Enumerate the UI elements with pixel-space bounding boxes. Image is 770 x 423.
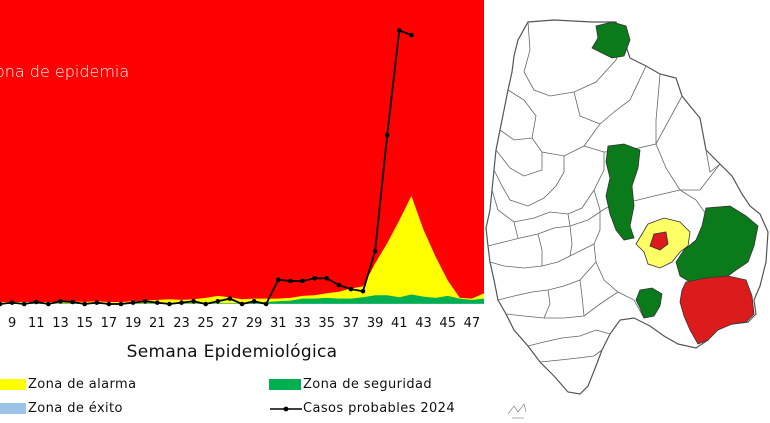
state-map-svg: [485, 19, 769, 419]
cases-point: [324, 276, 330, 281]
cases-point: [384, 132, 390, 138]
x-tick-label: 21: [149, 316, 166, 331]
cases-point: [336, 282, 342, 288]
legend-safety-swatch: [269, 379, 301, 390]
plot-layer: [0, 0, 484, 308]
cases-point: [58, 299, 63, 304]
x-tick-label: 19: [125, 316, 142, 331]
cases-point: [251, 299, 257, 304]
x-tick-label: 29: [246, 316, 263, 331]
cases-point: [106, 301, 112, 307]
cases-point: [118, 301, 124, 307]
x-tick-labels: 9 11 13 15 17 19 21 23 25 27 29 31 33 35 37 39 41 43 45 47: [8, 316, 480, 331]
cases-point: [397, 28, 402, 33]
cases-point: [0, 301, 3, 307]
x-tick-label: 15: [76, 316, 93, 331]
x-tick-label: 9: [8, 316, 16, 331]
cases-point: [360, 288, 366, 294]
legend-cases-label: Casos probables 2024: [303, 401, 456, 416]
legend-alarm-swatch: [0, 379, 26, 390]
municipality-green-north: [591, 21, 631, 59]
cases-point: [312, 276, 317, 281]
chart-svg: Zona de epidemia 9 11 13 15 17 19 21 23 25 27 29 31…: [0, 0, 484, 362]
cases-point: [9, 300, 15, 305]
cases-point: [82, 301, 87, 307]
x-tick-label: 47: [464, 316, 481, 331]
x-tick-label: 17: [101, 316, 118, 331]
municipal-borders: [487, 21, 721, 363]
municipality-red-center: [649, 231, 669, 251]
x-tick-label: 33: [294, 316, 311, 331]
legend-cases-line-icon: [270, 406, 302, 411]
endemic-channel-chart: Zona de epidemia 9 11 13 15 17 19 21 23 25 27 29 31…: [0, 0, 484, 416]
x-tick-label: 25: [197, 316, 214, 331]
cases-point: [239, 301, 245, 307]
cases-point: [46, 301, 51, 307]
cases-point: [348, 286, 354, 292]
cases-point: [203, 301, 208, 307]
municipality-green-south-small: [635, 287, 663, 319]
legend-success-swatch: [0, 403, 26, 414]
municipality-green-west: [605, 143, 641, 241]
x-axis-label: Semana Epidemiológica: [127, 342, 338, 362]
x-tick-label: 39: [367, 316, 384, 331]
cases-point: [34, 299, 39, 305]
cases-point: [70, 299, 75, 305]
alarm-zone-area: [0, 195, 484, 304]
x-tick-label: 45: [439, 316, 456, 331]
x-tick-label: 31: [270, 316, 287, 331]
x-tick-label: 13: [52, 316, 69, 331]
map-scale-mark: [507, 403, 527, 419]
cases-point: [227, 296, 233, 301]
cases-point: [191, 299, 196, 304]
cases-point: [276, 277, 281, 283]
cases-point: [409, 32, 414, 38]
legend-safety: Zona de seguridad: [269, 377, 432, 392]
cases-point: [372, 249, 378, 254]
safety-zone-area: [0, 294, 484, 304]
cases-point: [94, 300, 100, 305]
cases-point: [21, 301, 27, 307]
x-tick-label: 11: [28, 316, 45, 331]
cases-point: [142, 299, 148, 304]
legend-safety-label: Zona de seguridad: [303, 377, 433, 392]
cases-point: [215, 299, 221, 304]
cases-point: [167, 301, 172, 307]
cases-point: [130, 300, 136, 305]
x-tick-label: 41: [391, 316, 408, 331]
x-tick-label: 37: [343, 316, 360, 331]
legend-success-label: Zona de éxito: [28, 401, 123, 416]
legend-success: Zona de éxito: [0, 401, 123, 416]
municipality-red-southeast: [679, 275, 755, 345]
x-tick-label: 23: [173, 316, 190, 331]
municipal-map: [484, 0, 770, 423]
x-tick-label: 43: [415, 316, 432, 331]
cases-point: [155, 300, 160, 305]
legend-alarm: Zona de alarma: [0, 377, 136, 392]
cases-point: [263, 301, 269, 307]
legend-cases: Casos probables 2024: [269, 401, 455, 416]
x-tick-label: 35: [318, 316, 335, 331]
legend-alarm-label: Zona de alarma: [28, 377, 137, 392]
cases-point: [300, 278, 305, 284]
x-tick-label: 27: [222, 316, 239, 331]
cases-point: [179, 300, 184, 305]
cases-point: [288, 278, 293, 284]
epidemic-zone-label: Zona de epidemia: [0, 62, 129, 81]
